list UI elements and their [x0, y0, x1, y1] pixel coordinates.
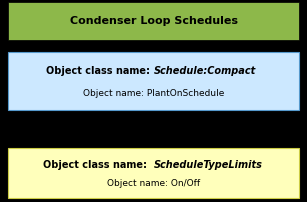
Bar [8, 148, 299, 198]
Text: Condenser Loop Schedules: Condenser Loop Schedules [69, 16, 238, 26]
Text: ScheduleTypeLimits: ScheduleTypeLimits [154, 160, 262, 169]
Bar [8, 2, 299, 40]
Text: Schedule:Compact: Schedule:Compact [154, 66, 256, 76]
Text: Object name: On/Off: Object name: On/Off [107, 180, 200, 188]
Text: Object name: PlantOnSchedule: Object name: PlantOnSchedule [83, 89, 224, 98]
Bar [8, 52, 299, 110]
Text: Object class name:: Object class name: [46, 66, 154, 76]
Text: Object class name:: Object class name: [43, 160, 154, 169]
